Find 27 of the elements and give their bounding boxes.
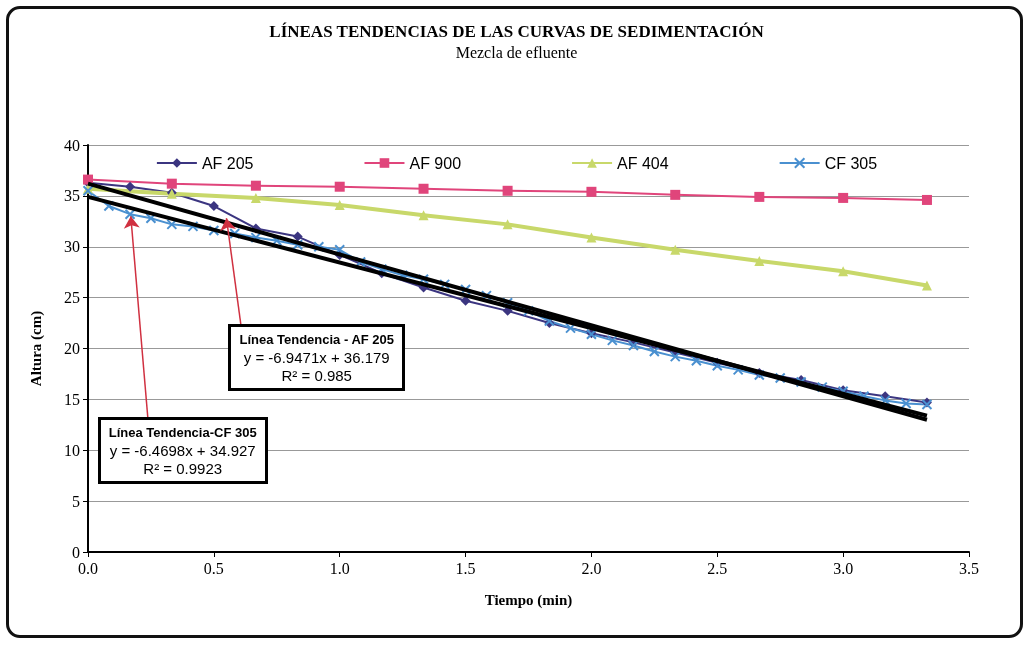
annotation: Línea Tendencia-CF 305 y = -6.4698x + 34.927 R² = 0.9923 (97, 417, 268, 485)
legend-label: AF 404 (617, 154, 669, 172)
x-tick-label: 1.0 (329, 559, 350, 577)
x-tick-label: 2.5 (707, 559, 728, 577)
y-tick-label: 15 (64, 390, 80, 408)
x-tick-label: 0.0 (78, 559, 98, 577)
legend-label: CF 305 (824, 154, 878, 172)
x-tick-label: 0.5 (203, 559, 224, 577)
y-tick-label: 20 (64, 340, 80, 357)
y-tick-label: 0 (72, 543, 80, 561)
annotation: Línea Tendencia - AF 205 y = -6.9471x + 36.179 R² = 0.985 (228, 324, 406, 392)
x-tick-label: 2.0 (581, 559, 602, 577)
x-axis-title: Tiempo (min) (484, 591, 573, 609)
y-tick-label: 30 (64, 238, 80, 256)
x-tick-label: 3.5 (959, 559, 979, 577)
chart-title: LÍNEAS TENDENCIAS DE LAS CURVAS DE SEDIMENTACIÓN (269, 22, 765, 41)
y-tick-label: 5 (72, 492, 80, 510)
x-tick-label: 3.0 (833, 559, 854, 577)
y-tick-label: 40 (64, 136, 80, 154)
y-axis-title: Altura (cm) (27, 310, 45, 387)
y-tick-label: 35 (64, 187, 80, 205)
legend-label: AF 205 (201, 154, 254, 172)
y-tick-label: 10 (64, 441, 80, 459)
y-tick-label: 25 (64, 289, 80, 307)
chart-subtitle: Mezcla de efluente (455, 43, 578, 61)
legend-label: AF 900 (409, 154, 462, 172)
x-tick-label: 1.5 (455, 559, 476, 577)
